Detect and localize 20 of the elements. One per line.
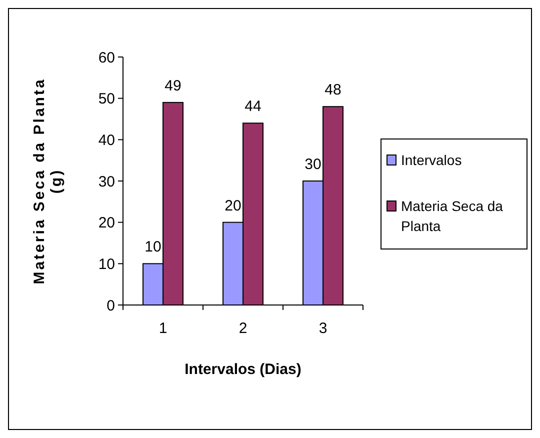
y-tick-label: 10 xyxy=(98,256,115,273)
y-tick-label: 50 xyxy=(98,90,115,108)
y-tick-label: 40 xyxy=(98,132,115,149)
y-axis-title: Materia Seca da Planta (g) xyxy=(31,78,65,284)
x-tick-label: 3 xyxy=(318,320,328,337)
y-tick-label: 0 xyxy=(106,297,115,314)
data-label: 49 xyxy=(164,77,182,94)
data-label: 44 xyxy=(244,98,262,116)
data-label: 20 xyxy=(224,197,242,214)
data-label: 10 xyxy=(144,238,162,256)
x-tick-label: 1 xyxy=(158,320,168,337)
y-tick-label: 60 xyxy=(98,49,115,66)
data-label: 48 xyxy=(324,82,342,99)
y-tick-label: 20 xyxy=(98,214,115,232)
data-label: 30 xyxy=(304,156,322,173)
y-tick-label: 30 xyxy=(98,173,115,190)
legend-label: Materia Seca da Planta xyxy=(401,198,504,234)
x-axis-title: Intervalos (Dias) xyxy=(184,361,302,378)
legend-label: Intervalos xyxy=(401,152,462,168)
x-tick-label: 2 xyxy=(238,320,248,337)
